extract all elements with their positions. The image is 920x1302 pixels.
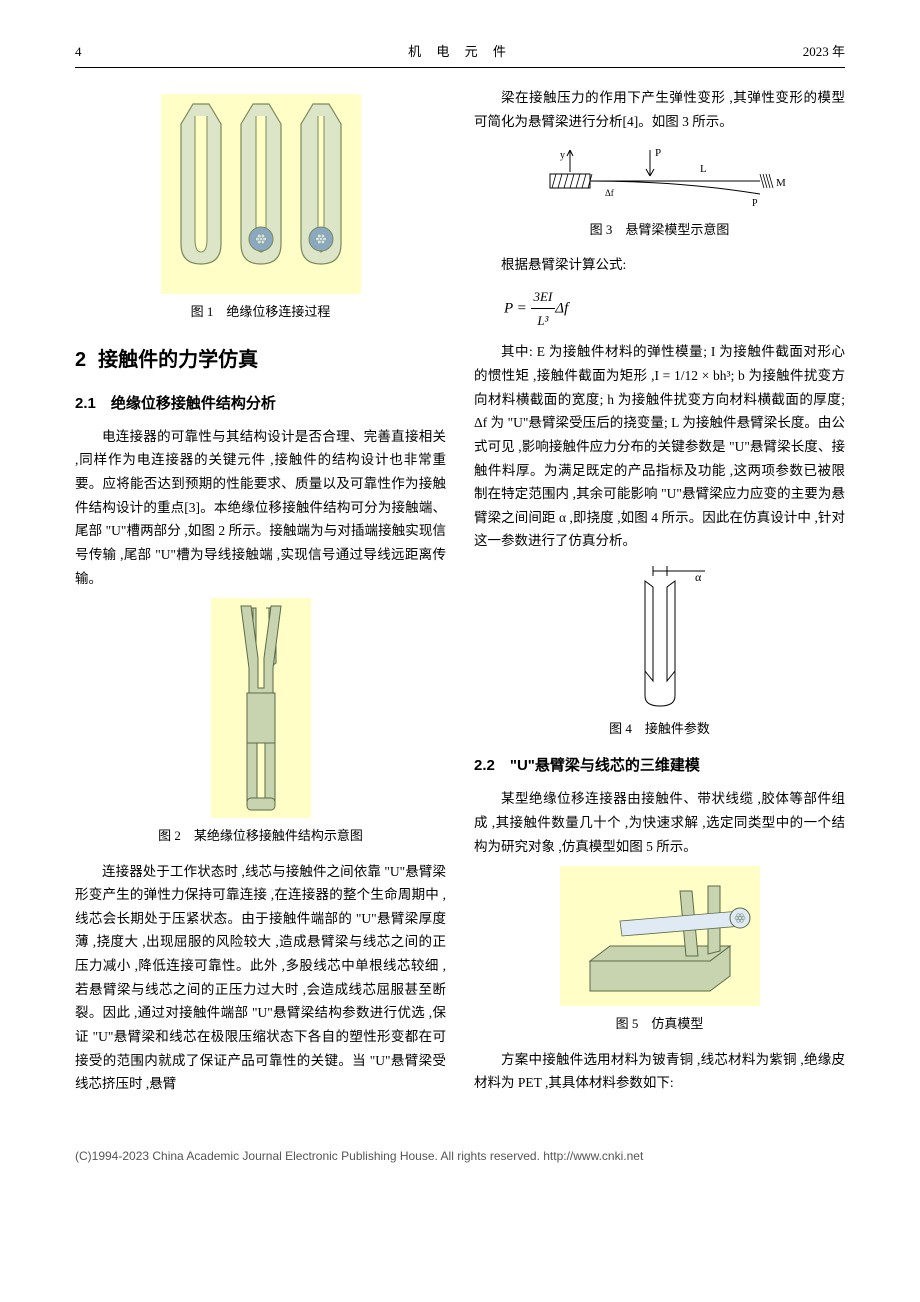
svg-text:α: α [695, 570, 702, 584]
subsection-2-1-heading: 2.1 绝缘位移接触件结构分析 [75, 390, 446, 417]
cantilever-formula: P = 3EIL³Δf [504, 285, 845, 333]
svg-text:y: y [560, 150, 565, 161]
svg-text:L: L [700, 163, 707, 175]
paragraph-materials: 方案中接触件选用材料为铍青铜 ,线芯材料为紫铜 ,绝缘皮材料为 PET ,其具体… [474, 1048, 845, 1095]
formula-lead: 根据悬臂梁计算公式: [474, 253, 845, 277]
svg-text:Δf: Δf [605, 188, 614, 198]
formula-denominator: L³ [531, 309, 556, 332]
section-number: 2 [75, 349, 86, 371]
figure-5-caption: 图 5 仿真模型 [474, 1012, 845, 1035]
left-column: 图 1 绝缘位移连接过程 2 接触件的力学仿真 2.1 绝缘位移接触件结构分析 电… [75, 86, 446, 1095]
paragraph-2-1-a: 电连接器的可靠性与其结构设计是否合理、完善直接相关 ,同样作为电连接器的关键元件… [75, 425, 446, 590]
formula-numerator: 3EI [531, 285, 556, 309]
figure-2: 图 2 某绝缘位移接触件结构示意图 [75, 598, 446, 847]
figure-5-svg [560, 866, 760, 1006]
formula-fraction: 3EIL³ [531, 285, 556, 333]
year: 2023 年 [785, 40, 845, 63]
figure-2-svg [211, 598, 311, 818]
paragraph-2-1-b: 连接器处于工作状态时 ,线芯与接触件之间依靠 "U"悬臂梁形变产生的弹性力保持可… [75, 860, 446, 1096]
page-header: 4 机 电 元 件 2023 年 [75, 40, 845, 68]
figure-1-svg [161, 94, 361, 294]
page-number: 4 [75, 40, 135, 63]
section-title: 接触件的力学仿真 [98, 349, 258, 371]
figure-5: 图 5 仿真模型 [474, 866, 845, 1035]
figure-3: y P L Δf M P 图 3 悬臂梁模型示意图 [474, 142, 845, 241]
svg-text:M: M [776, 177, 786, 189]
subsection-2-2-heading: 2.2 "U"悬臂梁与线芯的三维建模 [474, 752, 845, 779]
paragraph-2-2-a: 某型绝缘位移连接器由接触件、带状线缆 ,胶体等部件组成 ,其接触件数量几十个 ,… [474, 787, 845, 858]
right-column: 梁在接触压力的作用下产生弹性变形 ,其弹性变形的模型可简化为悬臂梁进行分析[4]… [474, 86, 845, 1095]
figure-4-svg: α [595, 561, 725, 711]
figure-2-caption: 图 2 某绝缘位移接触件结构示意图 [75, 824, 446, 847]
figure-4-caption: 图 4 接触件参数 [474, 717, 845, 740]
svg-text:P: P [752, 198, 758, 209]
figure-1-caption: 图 1 绝缘位移连接过程 [75, 300, 446, 323]
svg-text:P: P [655, 147, 661, 159]
paragraph-continuation: 梁在接触压力的作用下产生弹性变形 ,其弹性变形的模型可简化为悬臂梁进行分析[4]… [474, 86, 845, 133]
figure-1: 图 1 绝缘位移连接过程 [75, 94, 446, 323]
journal-title: 机 电 元 件 [135, 40, 785, 63]
figure-3-svg: y P L Δf M P [530, 142, 790, 212]
formula-lhs: P = [504, 300, 531, 316]
formula-rhs: Δf [555, 300, 568, 316]
section-2-heading: 2 接触件的力学仿真 [75, 342, 446, 378]
two-column-layout: 图 1 绝缘位移连接过程 2 接触件的力学仿真 2.1 绝缘位移接触件结构分析 电… [75, 86, 845, 1095]
page-footer: (C)1994-2023 China Academic Journal Elec… [75, 1146, 845, 1168]
paragraph-formula-explain: 其中: E 为接触件材料的弹性模量; I 为接触件截面对形心的惯性矩 ,接触件截… [474, 340, 845, 553]
figure-3-caption: 图 3 悬臂梁模型示意图 [474, 218, 845, 241]
figure-4: α 图 4 接触件参数 [474, 561, 845, 740]
